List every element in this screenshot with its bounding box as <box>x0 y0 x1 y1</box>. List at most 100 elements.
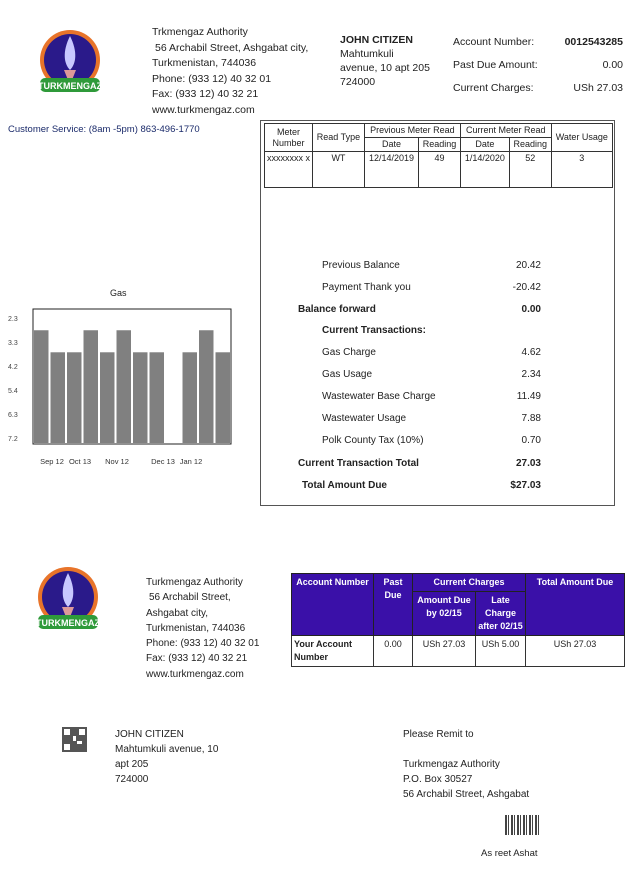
transaction-row: Polk County Tax (10%) 0.70 <box>261 435 615 457</box>
stub-address1: 56 Archabil Street, <box>149 592 231 604</box>
company-address: 56 Archabil Street, Ashgabat city, <box>155 41 309 54</box>
chart-svg: 2.3 3.3 4.2 5.4 6.3 7.2 Sep 12 Oct 13 Nov 12 Dec … <box>8 308 232 466</box>
late-charge: USh 5.00 <box>475 635 526 667</box>
col-prev-reading: Reading <box>418 137 461 152</box>
col-past-due: Past Due <box>373 573 413 636</box>
current-charges: USh 27.03 <box>573 82 623 94</box>
transaction-label: Current Transaction Total <box>298 458 419 469</box>
transaction-label: Payment Thank you <box>322 282 411 293</box>
transaction-row: Total Amount Due $27.03 <box>261 480 615 502</box>
y-tick-label: 3.3 <box>8 340 18 347</box>
x-tick-label: Jan 12 <box>180 457 203 466</box>
stub-company: Turkmengaz Authority <box>146 577 243 588</box>
transaction-value: 27.03 <box>515 458 541 469</box>
plot-area <box>32 308 232 445</box>
account-summary: Account Number: 0012543285 Past Due Amoun… <box>453 36 623 105</box>
water-usage: 3 <box>550 151 614 188</box>
transaction-row: Gas Usage 2.34 <box>261 369 615 391</box>
col-meter-number: Meter Number <box>264 123 313 152</box>
col-previous-read: Previous Meter Read <box>363 123 461 138</box>
col-amount-due: Amount Due by 02/15 <box>412 591 476 636</box>
company-city: Turkmenistan, 744036 <box>152 57 257 69</box>
qr-code-icon <box>62 727 87 752</box>
col-curr-reading: Reading <box>508 137 552 152</box>
customer-line3: 724000 <box>340 76 376 88</box>
x-tick-label: Nov 12 <box>105 457 129 466</box>
table-row: xxxxxxxx x WT 12/14/2019 49 1/14/2020 52 3 <box>264 151 614 188</box>
transaction-value: -20.42 <box>512 282 541 293</box>
turkmengaz-logo: TURKMENGAZ <box>38 30 102 92</box>
remit-street: 56 Archabil Street, Ashgabat <box>403 789 530 800</box>
stub-website[interactable]: www.turkmengaz.com <box>146 668 244 680</box>
y-tick-label: 2.3 <box>8 316 18 323</box>
payment-table: Account Number Past Due Current Charges Tot… <box>291 573 625 667</box>
bar <box>100 352 115 443</box>
table-row: Your Account Number 0.00 USh 27.03 USh 5.00… <box>291 635 625 667</box>
remit-po-box: P.O. Box 30527 <box>403 774 473 785</box>
bar <box>182 352 197 443</box>
gas-chart: Gas 2.3 3.3 4.2 5.4 6.3 7.2 Sep 12 Oct 13 Nov 12… <box>0 280 250 470</box>
col-total-due: Total Amount Due <box>525 573 625 636</box>
meter-number: xxxxxxxx x <box>264 151 313 188</box>
customer-address: JOHN CITIZEN Mahtumkuli avenue, 10 apt 2… <box>340 33 430 89</box>
transaction-value: 0.70 <box>521 435 541 446</box>
transaction-value: 7.88 <box>521 413 541 424</box>
transaction-label: Wastewater Base Charge <box>322 391 436 402</box>
customer-line2: avenue, 10 apt 205 <box>340 62 430 74</box>
y-tick-label: 4.2 <box>8 364 18 371</box>
customer-line1: Mahtumkuli <box>340 48 394 60</box>
past-due: 0.00 <box>373 635 413 667</box>
bar <box>83 330 98 443</box>
transaction-row: Previous Balance 20.42 <box>261 260 615 282</box>
transaction-value: $27.03 <box>510 480 541 491</box>
mailing-address: JOHN CITIZEN Mahtumkuli avenue, 10 apt 2… <box>115 727 218 787</box>
transaction-row: Gas Charge 4.62 <box>261 347 615 369</box>
transaction-row: Current Transaction Total 27.03 <box>261 458 615 480</box>
col-late-charge: Late Charge after 02/15 <box>475 591 526 636</box>
remit-label: Please Remit to <box>403 729 474 740</box>
transaction-label: Polk County Tax (10%) <box>322 435 424 446</box>
bar <box>67 352 82 443</box>
col-curr-date: Date <box>459 137 510 152</box>
company-name: Trkmengaz Authority <box>152 26 248 38</box>
transaction-label: Wastewater Usage <box>322 413 407 424</box>
meter-table: Meter Number Read Type Previous Meter Read… <box>264 123 614 188</box>
transaction-row: Wastewater Usage 7.88 <box>261 413 615 435</box>
total-due: USh 27.03 <box>525 635 625 667</box>
bar <box>133 352 148 443</box>
company-website[interactable]: www.turkmengaz.com <box>152 103 255 116</box>
bar <box>199 330 214 443</box>
stub-company-info: Turkmengaz Authority 56 Archabil Street,… <box>146 575 259 682</box>
turkmengaz-logo-stub: TURKMENGAZ <box>36 567 100 629</box>
curr-date: 1/14/2020 <box>459 151 510 188</box>
transaction-label: Gas Usage <box>322 369 373 380</box>
bar <box>116 330 131 443</box>
amount-due: USh 27.03 <box>412 635 476 667</box>
svg-text:TURKMENGAZ: TURKMENGAZ <box>38 81 102 91</box>
company-fax: Fax: (933 12) 40 32 21 <box>152 88 259 100</box>
x-tick-label: Dec 13 <box>151 457 175 466</box>
transaction-label: Gas Charge <box>322 347 376 358</box>
customer-name: JOHN CITIZEN <box>340 34 413 46</box>
read-type: WT <box>312 151 365 188</box>
bill-details-box: Meter Number Read Type Previous Meter Read… <box>260 120 615 506</box>
col-current-charges: Current Charges <box>412 573 526 592</box>
stub-phone: Phone: (933 12) 40 32 01 <box>146 638 260 650</box>
transaction-label: Current Transactions: <box>322 325 426 336</box>
transaction-label: Total Amount Due <box>302 480 387 491</box>
company-phone: Phone: (933 12) 40 32 01 <box>152 72 272 85</box>
remit-address: Please Remit to Turkmengaz Authority P.O… <box>403 727 529 802</box>
bar <box>215 352 230 443</box>
transaction-label: Balance forward <box>298 304 376 315</box>
col-water-usage: Water Usage <box>550 123 614 152</box>
company-info: Trkmengaz Authority 56 Archabil Street, … <box>152 25 308 118</box>
y-tick-label: 5.4 <box>8 388 18 395</box>
x-tick-label: Sep 12 <box>40 457 64 466</box>
transaction-row: Current Transactions: <box>261 325 615 347</box>
your-account-number: Your Account Number <box>291 635 374 667</box>
remit-company: Turkmengaz Authority <box>403 759 500 770</box>
transaction-value: 0.00 <box>521 304 541 315</box>
col-current-read: Current Meter Read <box>459 123 552 138</box>
past-due-label: Past Due Amount: <box>453 59 538 71</box>
account-number: 0012543285 <box>564 36 623 48</box>
